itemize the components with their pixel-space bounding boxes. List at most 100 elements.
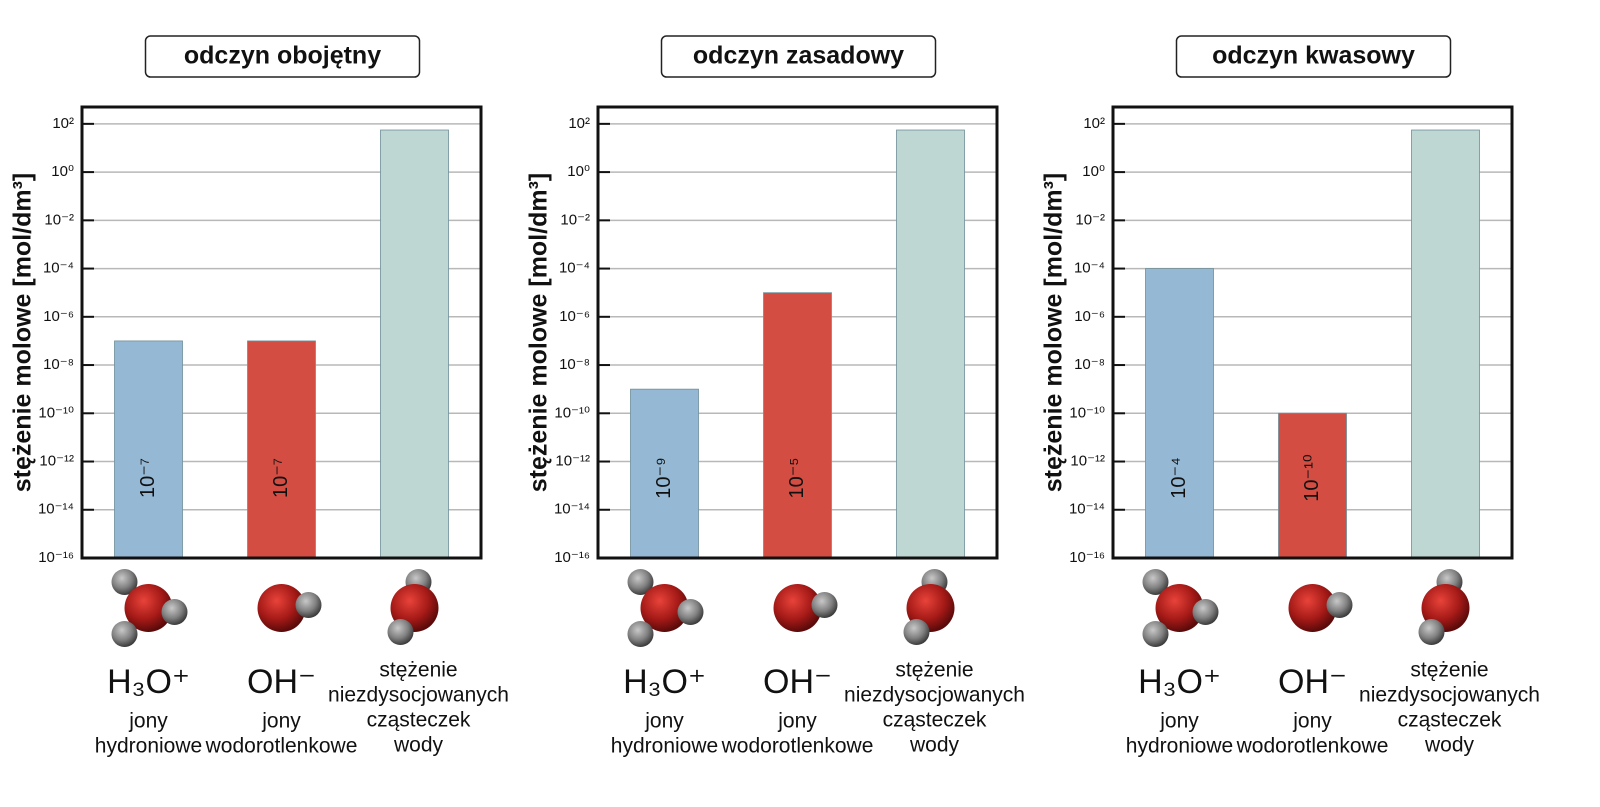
category-label: OH⁻ xyxy=(247,663,316,701)
hydrogen-atom xyxy=(111,621,138,647)
value-label: 10⁻⁴ xyxy=(1168,457,1190,498)
y-axis-label: stężenie molowe [mol/dm³] xyxy=(525,173,553,492)
y-tick-label: 10⁻¹² xyxy=(555,452,590,469)
oxygen-atom xyxy=(124,584,173,632)
category-description: jony xyxy=(128,710,168,733)
category-description: niezdysocjowanych xyxy=(1359,684,1540,707)
chart-panel: odczyn zasadowy stężenie molowe [mol/dm³]… xyxy=(525,35,1025,758)
category-description: stężenie xyxy=(895,659,973,682)
oxygen-atom xyxy=(257,584,306,632)
y-tick-label: 10⁻¹⁴ xyxy=(38,501,74,518)
category-description: niezdysocjowanych xyxy=(328,684,509,707)
value-label: 10⁻⁹ xyxy=(653,457,675,498)
y-tick-label: 10⁻¹⁴ xyxy=(554,501,590,518)
y-tick-label: 10⁻⁶ xyxy=(559,308,590,325)
y-tick-label: 10⁻⁴ xyxy=(43,260,74,277)
category-description: cząsteczek xyxy=(883,709,987,732)
title-box xyxy=(144,35,421,78)
oxygen-atom xyxy=(1155,584,1204,632)
category-description: jony xyxy=(1292,710,1332,733)
hydrogen-atom xyxy=(811,592,838,618)
y-axis-label: stężenie molowe [mol/dm³] xyxy=(1040,173,1068,492)
category-description: wody xyxy=(1424,734,1475,757)
bar xyxy=(247,340,316,559)
hydrogen-atom xyxy=(387,619,414,645)
y-tick-label: 10⁰ xyxy=(567,163,590,180)
hydrogen-atom xyxy=(1142,621,1169,647)
category-description: jony xyxy=(644,710,684,733)
y-tick-label: 10⁻⁸ xyxy=(559,356,590,373)
y-tick-label: 10⁻⁸ xyxy=(43,356,74,373)
y-tick-label: 10⁻⁶ xyxy=(43,308,74,325)
y-tick-label: 10⁻¹⁴ xyxy=(1069,501,1105,518)
category-description: wody xyxy=(909,734,960,757)
hydrogen-atom xyxy=(295,592,322,618)
category-description: cząsteczek xyxy=(1398,709,1502,732)
category-description: hydroniowe xyxy=(95,735,202,758)
y-tick-label: 10⁻⁴ xyxy=(559,260,590,277)
chart-title: odczyn kwasowy xyxy=(1212,42,1415,70)
title-box xyxy=(660,35,937,78)
plot-frame xyxy=(1111,105,1514,560)
category-description: stężenie xyxy=(379,659,457,682)
y-tick-label: 10⁰ xyxy=(51,163,74,180)
category-description: jony xyxy=(777,710,817,733)
value-label: 10⁻⁷ xyxy=(270,458,292,498)
y-tick-label: 10⁻¹² xyxy=(39,452,74,469)
category-description: wody xyxy=(393,734,444,757)
category-label: H₃O⁺ xyxy=(623,663,706,701)
category-description: stężenie xyxy=(1410,659,1488,682)
hydrogen-atom xyxy=(111,569,138,595)
hydrogen-atom xyxy=(627,569,654,595)
y-tick-label: 10⁻² xyxy=(44,211,74,228)
y-tick-label: 10⁻² xyxy=(560,211,590,228)
hydrogen-atom xyxy=(161,599,188,625)
bar xyxy=(1278,412,1347,559)
y-tick-label: 10⁻¹⁶ xyxy=(1069,549,1105,566)
category-label: H₃O⁺ xyxy=(1138,663,1221,701)
category-description: wodorotlenkowe xyxy=(205,735,358,758)
y-tick-label: 10² xyxy=(52,115,74,132)
title-box xyxy=(1175,35,1452,78)
bar xyxy=(1145,268,1214,559)
y-tick-label: 10⁻¹⁰ xyxy=(1069,404,1105,421)
y-tick-label: 10⁻¹² xyxy=(1070,452,1105,469)
y-tick-label: 10⁰ xyxy=(1082,163,1105,180)
chart-panel: odczyn obojętny stężenie molowe [mol/dm³]… xyxy=(9,35,509,758)
hydrogen-atom xyxy=(903,619,930,645)
y-tick-label: 10⁻¹⁶ xyxy=(554,549,590,566)
bar xyxy=(630,388,699,559)
bar xyxy=(896,129,965,559)
category-description: niezdysocjowanych xyxy=(844,684,1025,707)
plot-frame xyxy=(80,105,483,560)
value-label: 10⁻¹⁰ xyxy=(1301,454,1323,501)
category-description: cząsteczek xyxy=(367,709,471,732)
y-tick-label: 10⁻¹⁰ xyxy=(38,404,74,421)
y-tick-label: 10⁻¹⁰ xyxy=(554,404,590,421)
hydrogen-atom xyxy=(1326,592,1353,618)
hydrogen-atom xyxy=(1418,619,1445,645)
plot-frame xyxy=(596,105,999,560)
category-description: jony xyxy=(261,710,301,733)
category-description: hydroniowe xyxy=(611,735,718,758)
category-description: wodorotlenkowe xyxy=(1236,735,1389,758)
chart-title: odczyn obojętny xyxy=(184,42,381,70)
category-label: H₃O⁺ xyxy=(107,663,190,701)
bar xyxy=(380,129,449,559)
value-label: 10⁻⁵ xyxy=(786,457,808,498)
hydrogen-atom xyxy=(627,621,654,647)
chart-title: odczyn zasadowy xyxy=(693,42,904,70)
oxygen-atom xyxy=(1288,584,1337,632)
category-label: OH⁻ xyxy=(763,663,832,701)
category-description: hydroniowe xyxy=(1126,735,1233,758)
value-label: 10⁻⁷ xyxy=(137,458,159,498)
category-description: jony xyxy=(1159,710,1199,733)
y-tick-label: 10⁻² xyxy=(1075,211,1105,228)
oxygen-atom xyxy=(640,584,689,632)
y-axis-label: stężenie molowe [mol/dm³] xyxy=(9,173,37,492)
category-label: OH⁻ xyxy=(1278,663,1347,701)
bar xyxy=(763,292,832,559)
y-tick-label: 10⁻⁸ xyxy=(1074,356,1105,373)
bar xyxy=(1411,129,1480,559)
